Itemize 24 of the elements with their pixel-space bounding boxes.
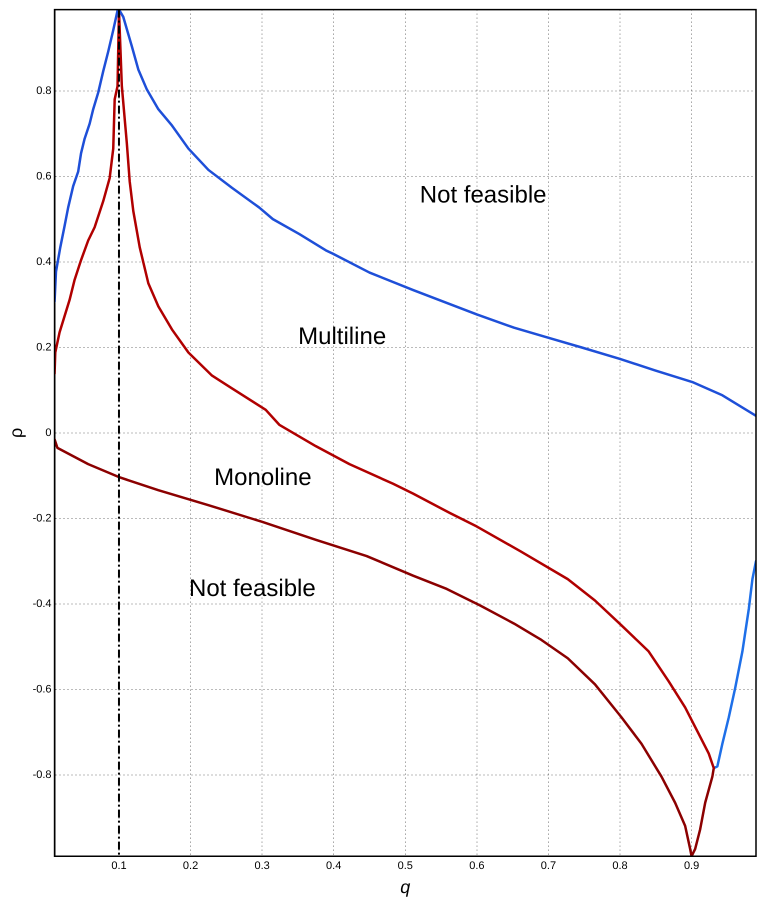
y-axis-title: ρ [6,428,26,438]
y-tick-label: 0 [45,426,52,439]
x-tick-label: 0.6 [469,860,484,872]
y-tick-label: 0.2 [36,341,52,354]
x-tick-label: 0.1 [111,860,127,872]
annotation: Multiline [298,322,386,350]
y-tick-label: -0.8 [32,768,52,781]
x-tick-label: 0.5 [398,860,413,872]
annotation: Not feasible [420,181,547,208]
y-tick-label: -0.2 [32,512,52,524]
y-tick-label: -0.6 [32,683,52,696]
x-tick-label: 0.9 [684,860,700,872]
y-tick-label: -0.4 [32,598,52,610]
x-axis-title: q [400,877,410,898]
y-tick-label: 0.6 [36,170,52,182]
x-tick-label: 0.7 [540,860,556,872]
x-tick-label: 0.2 [182,860,198,872]
x-tick-label: 0.3 [254,860,270,872]
annotation: Monoline [214,464,312,492]
x-tick-label: 0.8 [612,860,628,872]
y-tick-label: 0.8 [36,84,52,97]
y-tick-label: 0.4 [36,256,52,268]
annotation: Not feasible [188,575,316,602]
x-tick-label: 0.4 [326,860,342,872]
